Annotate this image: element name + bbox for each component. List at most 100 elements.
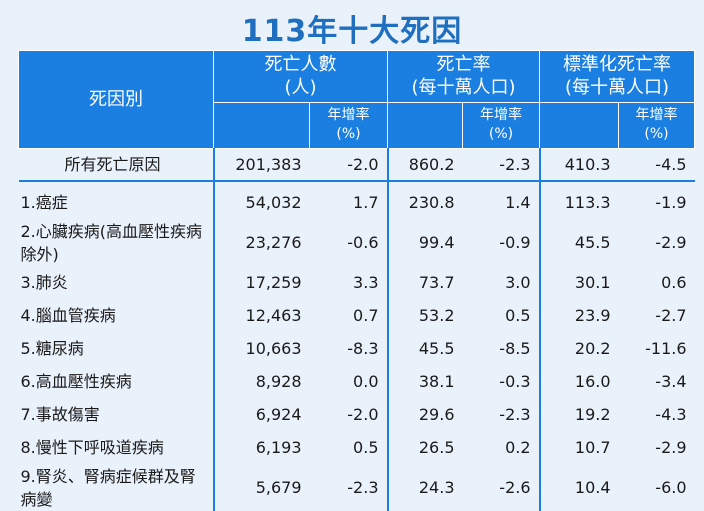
header-rate-growth: 年增率 (%): [461, 101, 541, 150]
cell-deaths-growth: 0.7: [353, 306, 379, 325]
cell-rate-growth: -0.3: [499, 372, 531, 391]
cell-rate-growth: -8.5: [499, 339, 531, 358]
cell-deaths: 6,193: [212, 431, 310, 464]
cell-name: 所有死亡原因: [18, 148, 214, 182]
cell-std: 30.1: [538, 266, 619, 299]
cell-rate: 26.5: [386, 431, 463, 464]
cell-std-growth: 0.6: [661, 273, 687, 292]
cell-std-growth: -4.3: [655, 405, 687, 424]
header-growth-label: 年增率: [480, 107, 522, 124]
cell-std-growth: -3.4: [655, 372, 687, 391]
death-causes-table: 死因別 死亡人數 (人) 死亡率 (每十萬人口) 標準化死亡率 (每十萬人口) …: [18, 50, 696, 511]
cell-rate-growth: -2.6: [499, 478, 531, 497]
cell-std-growth: -6.0: [655, 478, 687, 497]
cell-rate: 29.6: [386, 398, 463, 431]
cell-name: 7.事故傷害: [20, 405, 100, 424]
cell-deaths: 17,259: [212, 266, 310, 299]
cell-name: 5.糖尿病: [20, 339, 84, 358]
table-row: 1.癌症 54,032 1.7 230.8 1.4 113.3 -1.9: [19, 181, 695, 219]
cell-deaths: 201,383: [212, 148, 310, 182]
cell-rate-growth: 0.5: [505, 306, 531, 325]
header-growth-label: 年增率: [327, 107, 370, 124]
header-rate-spacer: [387, 101, 463, 150]
cell-deaths-growth: -2.0: [347, 405, 379, 424]
cell-rate: 73.7: [386, 266, 463, 299]
header-deaths-label: 死亡人數: [264, 54, 337, 76]
cell-deaths: 6,924: [212, 398, 310, 431]
cell-rate: 230.8: [386, 181, 463, 219]
cell-deaths-growth: 1.7: [353, 193, 379, 212]
cell-rate: 860.2: [386, 148, 463, 182]
header-std-rate-unit: (每十萬人口): [564, 77, 670, 99]
cell-rate-growth: 3.0: [505, 273, 531, 292]
header-deaths-growth: 年增率 (%): [309, 101, 388, 150]
cell-deaths: 8,928: [212, 365, 310, 398]
cell-deaths-growth: -0.6: [347, 233, 379, 252]
cell-rate: 24.3: [386, 464, 463, 511]
table-row: 8.慢性下呼吸道疾病 6,193 0.5 26.5 0.2 10.7 -2.9: [19, 431, 695, 464]
cell-std: 410.3: [538, 148, 619, 182]
header-rate-label: 死亡率: [436, 54, 491, 76]
cell-rate: 99.4: [386, 219, 463, 266]
cell-std: 10.4: [538, 464, 619, 511]
cell-std-growth: -2.7: [655, 306, 687, 325]
cell-name: 3.肺炎: [20, 273, 68, 292]
cell-deaths: 54,032: [212, 181, 310, 219]
cell-name: 8.慢性下呼吸道疾病: [20, 438, 164, 457]
header-rate: 死亡率 (每十萬人口): [386, 50, 541, 103]
table-row: 2.心臟疾病(高血壓性疾病除外) 23,276 -0.6 99.4 -0.9 4…: [19, 219, 695, 266]
cell-deaths-growth: -2.3: [347, 478, 379, 497]
cell-name: 9.腎炎、腎病症候群及腎病變: [20, 466, 196, 509]
cell-rate-growth: -2.3: [499, 405, 531, 424]
cell-deaths-growth: 3.3: [353, 273, 379, 292]
cell-std: 20.2: [538, 332, 619, 365]
cell-name: 2.心臟疾病(高血壓性疾病除外): [20, 221, 203, 264]
cell-std-growth: -1.9: [655, 193, 687, 212]
header-std-rate: 標準化死亡率 (每十萬人口): [539, 50, 696, 103]
cell-rate: 45.5: [386, 332, 463, 365]
header-deaths-unit: (人): [284, 77, 317, 99]
cell-std: 23.9: [538, 299, 619, 332]
table-row: 7.事故傷害 6,924 -2.0 29.6 -2.3 19.2 -4.3: [19, 398, 695, 431]
cell-name: 6.高血壓性疾病: [20, 372, 132, 391]
cell-rate-growth: 1.4: [505, 193, 531, 212]
header-growth-unit: (%): [644, 126, 669, 143]
header-rate-unit: (每十萬人口): [411, 77, 516, 99]
cell-rate-growth: -0.9: [499, 233, 531, 252]
cell-rate: 53.2: [386, 299, 463, 332]
table-row-total: 所有死亡原因 201,383 -2.0 860.2 -2.3 410.3 -4.…: [18, 148, 695, 182]
header-std-rate-label: 標準化死亡率: [563, 54, 672, 76]
cell-std: 45.5: [538, 219, 619, 266]
cell-name: 1.癌症: [20, 193, 68, 212]
header-cause: 死因別: [18, 50, 214, 149]
header-deaths-spacer: [213, 101, 310, 150]
page-title: 113年十大死因: [241, 14, 463, 49]
table-row: 5.糖尿病 10,663 -8.3 45.5 -8.5 20.2 -11.6: [19, 332, 695, 365]
table-row: 6.高血壓性疾病 8,928 0.0 38.1 -0.3 16.0 -3.4: [19, 365, 695, 398]
header-growth-unit: (%): [336, 126, 361, 143]
header-growth-unit: (%): [488, 126, 514, 143]
cell-deaths: 12,463: [212, 299, 310, 332]
cell-std: 16.0: [538, 365, 619, 398]
table-row: 9.腎炎、腎病症候群及腎病變 5,679 -2.3 24.3 -2.6 10.4…: [19, 464, 695, 511]
table-row: 3.肺炎 17,259 3.3 73.7 3.0 30.1 0.6: [19, 266, 695, 299]
header-growth-label: 年增率: [635, 107, 678, 124]
cell-std-growth: -11.6: [645, 339, 687, 358]
cell-rate-growth: 0.2: [505, 438, 531, 457]
header-deaths: 死亡人數 (人): [213, 50, 388, 103]
header-std-spacer: [539, 101, 620, 150]
cell-rate: 38.1: [386, 365, 463, 398]
cell-std-growth: -4.5: [618, 148, 695, 182]
cell-deaths-growth: -8.3: [347, 339, 379, 358]
cell-std-growth: -2.9: [655, 233, 687, 252]
cell-deaths-growth: -2.0: [309, 148, 388, 182]
cell-std: 19.2: [538, 398, 619, 431]
cell-deaths-growth: 0.0: [353, 372, 379, 391]
cell-deaths: 5,679: [212, 464, 310, 511]
cell-std: 10.7: [538, 431, 619, 464]
cell-name: 4.腦血管疾病: [20, 306, 116, 325]
cell-std-growth: -2.9: [655, 438, 687, 457]
cell-deaths: 10,663: [212, 332, 310, 365]
cell-rate-growth: -2.3: [462, 148, 540, 182]
header-std-growth: 年增率 (%): [618, 101, 696, 150]
